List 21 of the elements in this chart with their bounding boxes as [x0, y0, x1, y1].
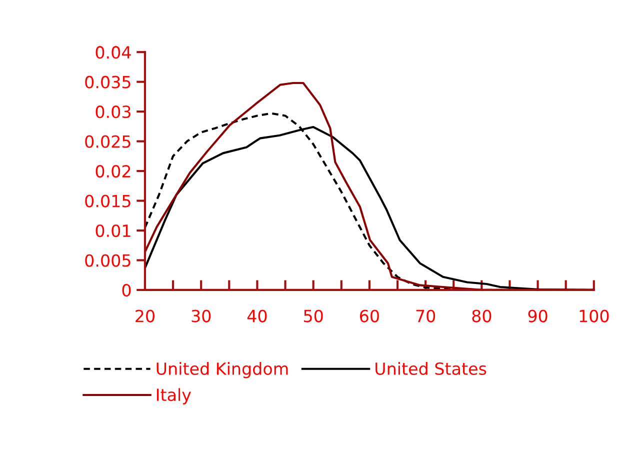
y-tick-label: 0.025: [85, 135, 130, 148]
x-tick-label: 80: [472, 310, 492, 322]
x-tick-label: 40: [247, 310, 267, 322]
y-tick-label: 0.015: [85, 194, 130, 208]
x-tick-label: 20: [136, 310, 154, 322]
x-tick-label: 50: [304, 310, 323, 322]
y-tick-label: 0: [122, 284, 131, 297]
y-tick-label: 0.04: [96, 46, 131, 59]
x-tick-label: 100: [580, 310, 609, 322]
y-tick-label: 0.01: [96, 224, 130, 238]
legend-label: Italy: [156, 388, 191, 404]
y-tick-label: 0.005: [85, 254, 130, 267]
legend-label: United States: [376, 362, 486, 375]
y-tick-label: 0.035: [85, 76, 130, 88]
x-tick-label: 30: [192, 310, 211, 322]
y-tick-label: 0.03: [96, 106, 130, 118]
y-tick-label: 0.02: [96, 164, 130, 178]
x-tick-label: 90: [528, 310, 548, 322]
legend-label: United Kingdom: [156, 362, 288, 378]
x-tick-label: 60: [360, 310, 379, 322]
x-tick-label: 70: [416, 310, 436, 322]
